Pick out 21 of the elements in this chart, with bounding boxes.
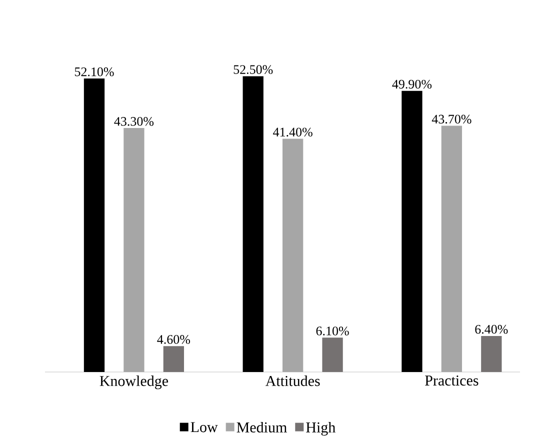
x-tick-label: Knowledge (100, 376, 168, 390)
bar (163, 346, 184, 372)
bar (84, 78, 105, 372)
data-label: 41.40% (273, 128, 312, 137)
data-label: 49.90% (392, 80, 432, 89)
bar (322, 338, 343, 372)
data-label: 43.70% (432, 114, 472, 124)
data-label: 52.50% (234, 65, 273, 74)
bar (242, 76, 264, 372)
data-label: 43.30% (114, 117, 154, 126)
data-label: 6.10% (316, 326, 349, 336)
x-tick-label: Practices (425, 376, 478, 386)
bar (481, 336, 502, 372)
legend-label: Medium (236, 422, 287, 432)
bar (402, 90, 422, 372)
legend-label: Low (190, 422, 218, 432)
x-tick-label: Attitudes (265, 376, 320, 386)
legend-label: High (306, 422, 336, 436)
data-label: 52.10% (74, 67, 114, 76)
data-label: 4.60% (157, 335, 190, 344)
data-label: 6.40% (475, 324, 508, 334)
